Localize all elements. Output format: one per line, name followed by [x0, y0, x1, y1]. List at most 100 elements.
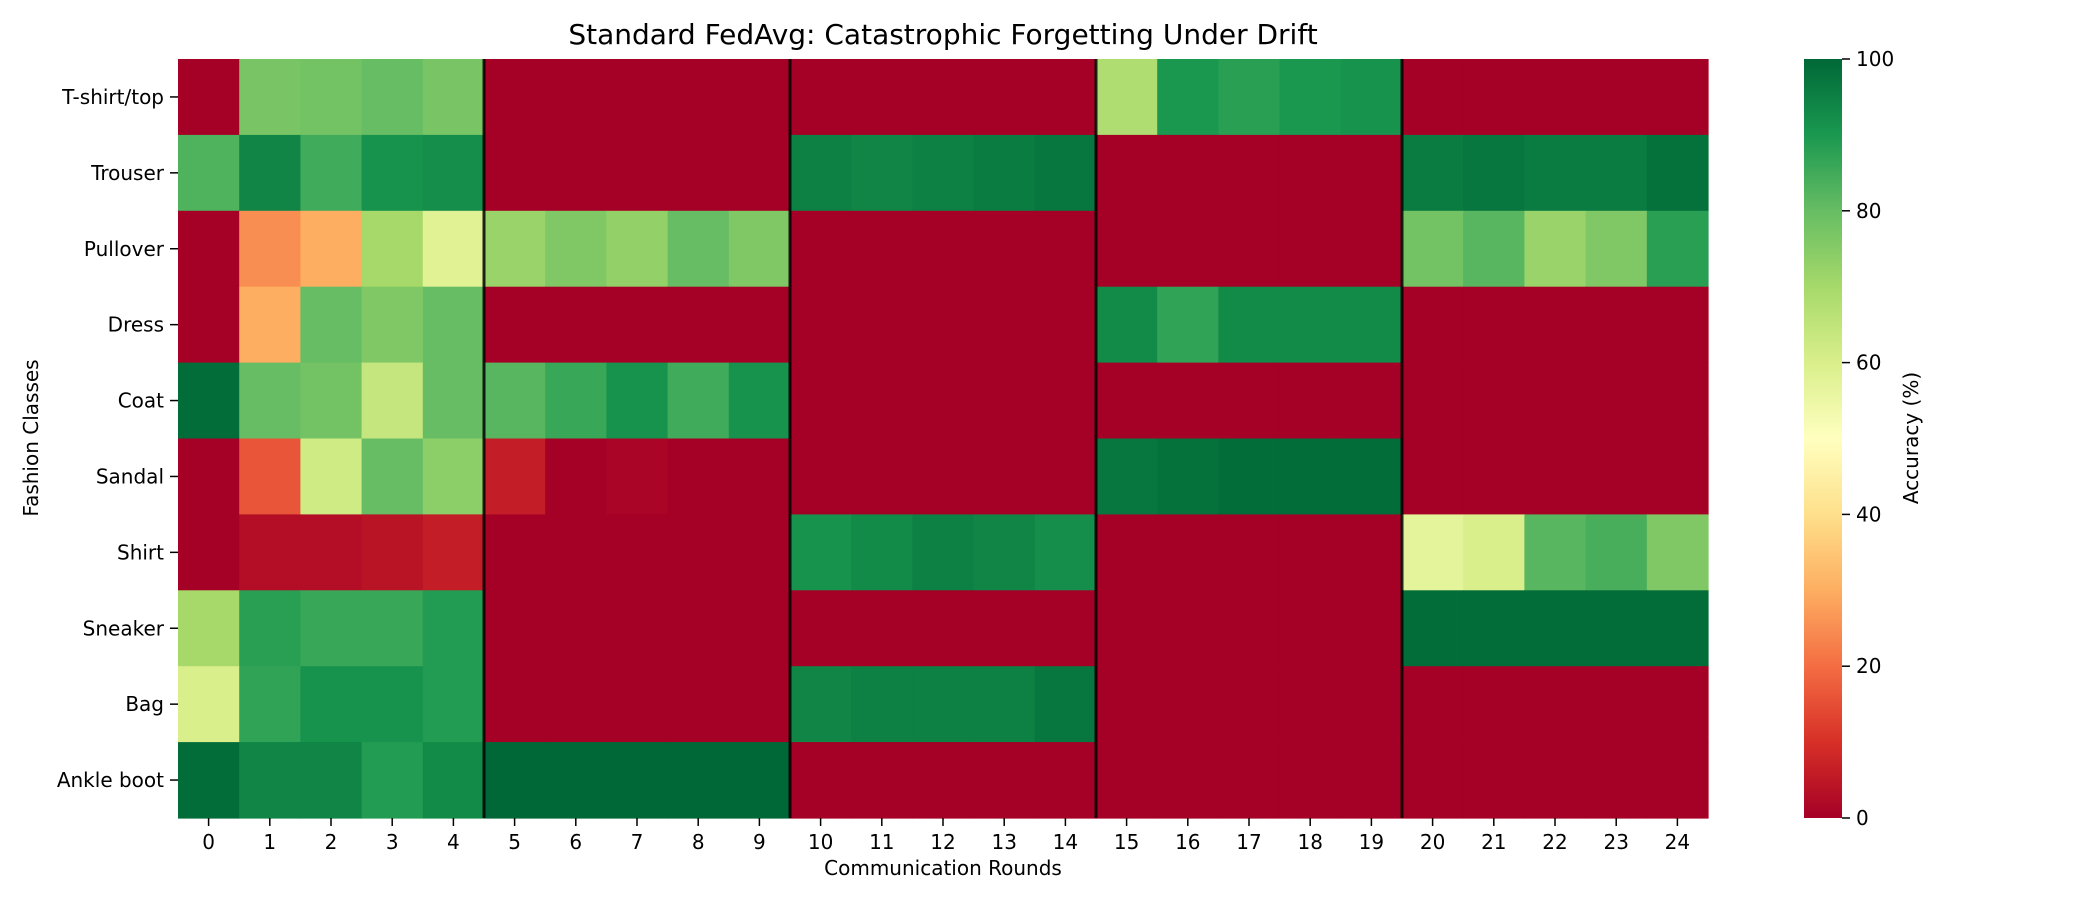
x-tick-label: 18 — [1297, 830, 1322, 854]
heatmap-cell — [1157, 59, 1219, 136]
heatmap-cell — [239, 286, 301, 364]
heatmap-cell — [1463, 590, 1525, 667]
heatmap-cell — [422, 134, 485, 212]
y-axis-label: Fashion Classes — [19, 359, 43, 516]
heatmap-cell — [1218, 210, 1281, 288]
heatmap-cell — [545, 514, 607, 591]
heatmap-cell — [728, 134, 791, 212]
heatmap-cell — [973, 210, 1036, 288]
heatmap-cell — [178, 286, 240, 364]
heatmap-cell — [606, 742, 669, 819]
heatmap-cell — [973, 514, 1036, 591]
heatmap-cell — [667, 59, 730, 136]
heatmap-cell — [1402, 438, 1464, 515]
heatmap-cell — [912, 210, 975, 288]
heatmap-cell — [1524, 59, 1587, 136]
heatmap-cell — [239, 438, 301, 515]
heatmap-cell — [912, 438, 975, 515]
heatmap-cell — [1279, 742, 1342, 819]
heatmap-cell — [973, 286, 1036, 364]
heatmap-cell — [606, 590, 669, 667]
heatmap-cell — [422, 210, 485, 288]
heatmap-cell — [1218, 362, 1281, 440]
colorbar-tick-label: 80 — [1856, 199, 1881, 223]
heatmap-cell — [1279, 210, 1342, 288]
heatmap-cell — [484, 59, 546, 136]
heatmap-cell — [1157, 742, 1219, 819]
heatmap-cell — [728, 210, 791, 288]
heatmap-cell — [239, 362, 301, 440]
colorbar-tick-label: 40 — [1856, 502, 1881, 526]
x-tick-label: 0 — [202, 830, 215, 854]
heatmap-cell — [239, 590, 301, 667]
heatmap-cell — [545, 590, 607, 667]
heatmap-cell — [178, 590, 240, 667]
heatmap-cell — [606, 362, 669, 440]
heatmap-cell — [1218, 590, 1281, 667]
heatmap-cell — [1585, 210, 1648, 288]
heatmap-cell — [973, 59, 1036, 136]
heatmap-cell — [178, 210, 240, 288]
heatmap-cell — [422, 438, 485, 515]
heatmap-cell — [1096, 438, 1158, 515]
heatmap-cell — [239, 210, 301, 288]
x-tick-label: 4 — [447, 830, 460, 854]
x-tick-label: 1 — [263, 830, 276, 854]
heatmap-cell — [1340, 742, 1403, 819]
heatmap-cell — [1034, 362, 1097, 440]
heatmap-cell — [545, 666, 607, 743]
heatmap-cell — [1585, 286, 1648, 364]
heatmap-cell — [1279, 590, 1342, 667]
heatmap-cell — [728, 666, 791, 743]
heatmap-cell — [1402, 666, 1464, 743]
y-tick-label: Pullover — [84, 237, 165, 261]
heatmap-cell — [178, 514, 240, 591]
heatmap-cell — [1218, 514, 1281, 591]
heatmap-cell — [361, 210, 424, 288]
heatmap-cell — [361, 362, 424, 440]
heatmap-cell — [606, 59, 669, 136]
x-tick-label: 7 — [631, 830, 644, 854]
heatmap-cell — [728, 590, 791, 667]
heatmap-cell — [667, 666, 730, 743]
heatmap-cell — [484, 666, 546, 743]
heatmap-cell — [790, 59, 852, 136]
heatmap-cell — [1646, 666, 1709, 743]
heatmap-cell — [484, 362, 546, 440]
heatmap-cell — [912, 286, 975, 364]
heatmap-cell — [484, 286, 546, 364]
heatmap-cell — [667, 438, 730, 515]
heatmap-cell — [1096, 514, 1158, 591]
heatmap-cell — [1402, 590, 1464, 667]
heatmap-cell — [851, 666, 913, 743]
x-tick-label: 22 — [1542, 830, 1567, 854]
heatmap-cell — [667, 514, 730, 591]
heatmap-cell — [484, 590, 546, 667]
x-axis-label: Communication Rounds — [824, 856, 1062, 880]
heatmap-cell — [1463, 134, 1525, 212]
heatmap-cell — [1218, 742, 1281, 819]
heatmap-cell — [667, 134, 730, 212]
heatmap-cell — [178, 742, 240, 819]
heatmap-cell — [667, 210, 730, 288]
heatmap-cell — [361, 286, 424, 364]
heatmap-cell — [1034, 134, 1097, 212]
x-tick-label: 2 — [325, 830, 338, 854]
heatmap-cell — [422, 742, 485, 819]
heatmap-cell — [361, 590, 424, 667]
heatmap-cell — [484, 134, 546, 212]
heatmap-cell — [606, 666, 669, 743]
heatmap-cell — [1646, 59, 1709, 136]
heatmap-cell — [1157, 362, 1219, 440]
heatmap-cell — [851, 362, 913, 440]
heatmap-cell — [300, 362, 363, 440]
heatmap-cell — [1218, 666, 1281, 743]
heatmap-cell — [422, 362, 485, 440]
heatmap-cell — [422, 59, 485, 136]
heatmap-cell — [728, 286, 791, 364]
heatmap-cell — [790, 666, 852, 743]
heatmap-cell — [300, 438, 363, 515]
x-tick-label: 24 — [1665, 830, 1690, 854]
colorbar — [1804, 59, 1842, 818]
